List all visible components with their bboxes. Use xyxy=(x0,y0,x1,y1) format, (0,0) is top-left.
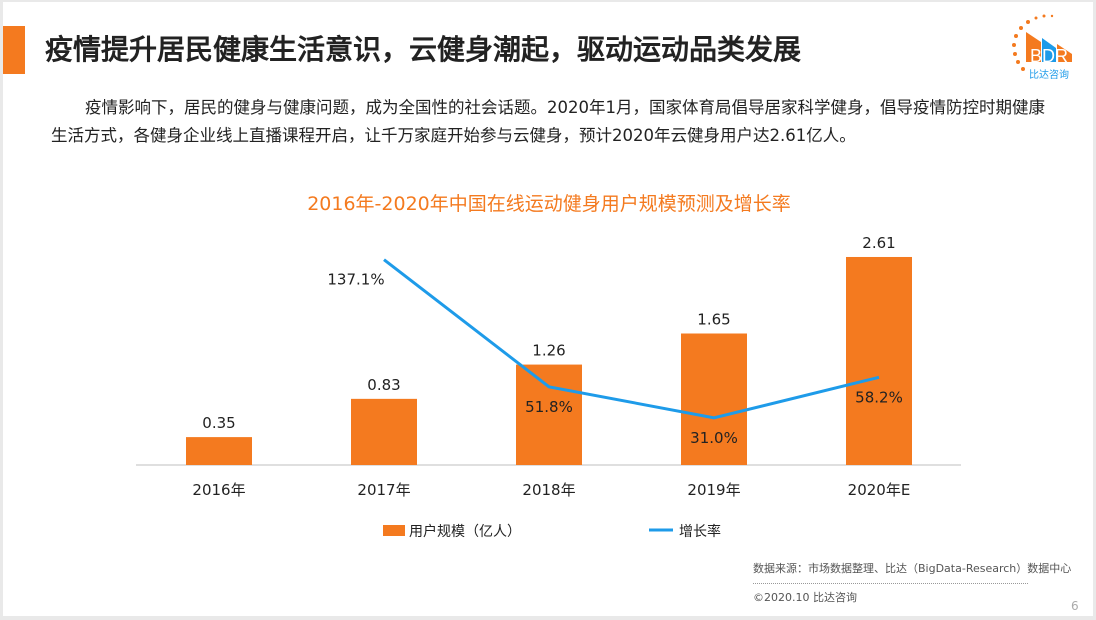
bar-value-label: 1.26 xyxy=(532,342,565,360)
data-source: 数据来源：市场数据整理、比达（BigData-Research）数据中心 xyxy=(753,562,1072,575)
bar xyxy=(846,256,912,465)
line-value-label: 137.1% xyxy=(327,271,384,289)
page-title: 疫情提升居民健康生活意识，云健身潮起，驱动运动品类发展 xyxy=(45,33,802,66)
divider xyxy=(753,583,1028,584)
growth-rate-line xyxy=(383,258,880,420)
x-tick-label: 2017年 xyxy=(357,481,410,499)
x-tick-label: 2016年 xyxy=(192,481,245,499)
intro-paragraph: 疫情影响下，居民的健身与健康问题，成为全国性的社会话题。2020年1月，国家体育… xyxy=(51,98,1045,145)
bdr-logo: BDR 比达咨询 xyxy=(1012,14,1072,81)
title-accent-bar xyxy=(3,26,25,74)
bar-value-label: 2.61 xyxy=(862,234,895,252)
logo-text: BDR xyxy=(1030,46,1068,66)
bar-value-label: 0.83 xyxy=(367,376,400,394)
x-tick-label: 2020年E xyxy=(848,481,911,499)
copyright: ©2020.10 比达咨询 xyxy=(753,591,857,604)
line-value-label: 51.8% xyxy=(525,398,573,416)
bar xyxy=(186,437,252,465)
bar-value-label: 0.35 xyxy=(202,414,235,432)
bar xyxy=(516,364,582,465)
chart: 2016年-2020年中国在线运动健身用户规模预测及增长率 0.35 2016年 0… xyxy=(136,193,961,540)
logo-subtext: 比达咨询 xyxy=(1029,68,1069,81)
line-value-label: 58.2% xyxy=(855,388,903,406)
x-tick-label: 2019年 xyxy=(687,481,740,499)
bar xyxy=(351,398,417,465)
legend-bar-label: 用户规模（亿人） xyxy=(409,523,521,540)
x-tick-label: 2018年 xyxy=(522,481,575,499)
chart-title: 2016年-2020年中国在线运动健身用户规模预测及增长率 xyxy=(307,193,791,215)
line-value-label: 31.0% xyxy=(690,429,738,447)
slide: 疫情提升居民健康生活意识，云健身潮起，驱动运动品类发展 BDR 比达咨询 疫情影… xyxy=(3,2,1093,616)
legend-bar-swatch xyxy=(383,525,405,536)
page-number: 6 xyxy=(1071,599,1079,613)
legend-line-label: 增长率 xyxy=(679,523,721,540)
bar xyxy=(681,333,747,465)
bar-value-label: 1.65 xyxy=(697,310,730,328)
